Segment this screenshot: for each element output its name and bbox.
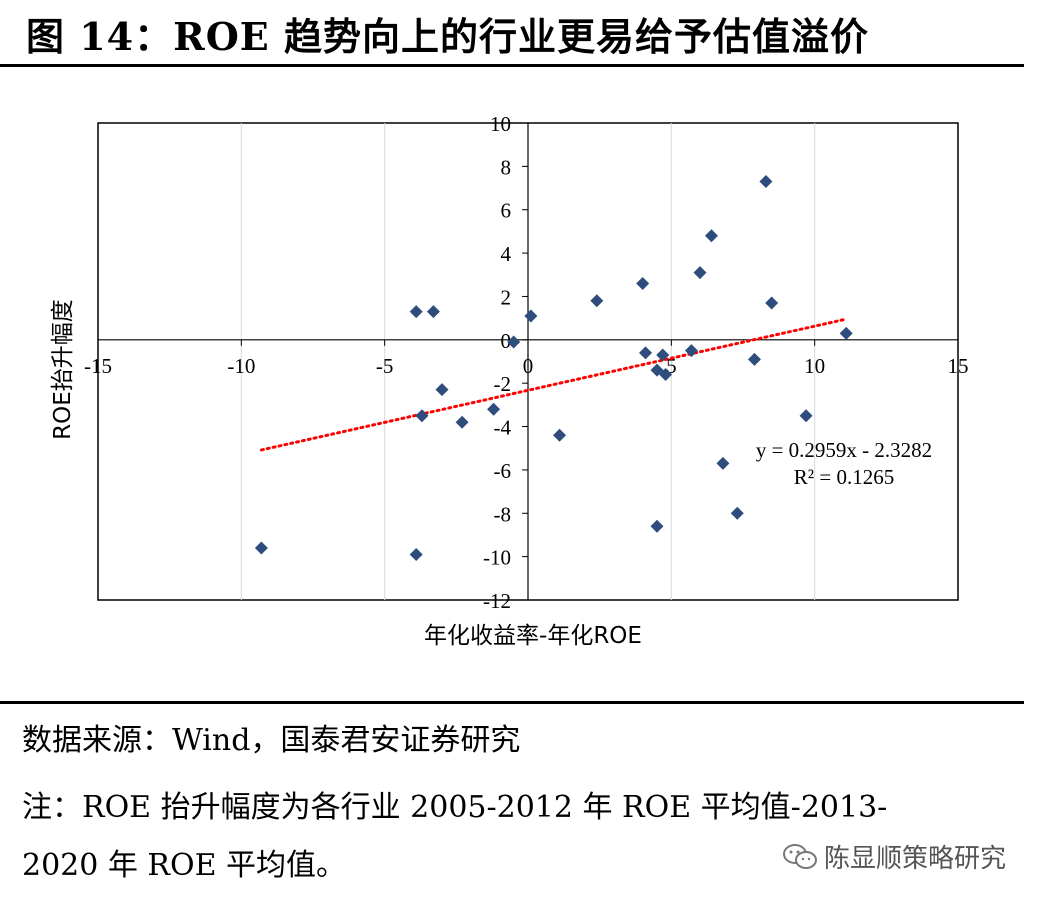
data-point: [799, 409, 813, 423]
data-point: [524, 309, 538, 323]
data-point: [590, 294, 604, 308]
y-tick-label: 2: [501, 285, 512, 309]
wechat-watermark: 陈显顺策略研究: [782, 838, 1006, 875]
data-point: [409, 547, 423, 561]
data-point: [716, 456, 730, 470]
y-tick-label: 10: [490, 112, 511, 136]
data-point: [553, 428, 567, 442]
data-point: [656, 348, 670, 362]
x-tick-label: -5: [376, 354, 394, 378]
scatter-chart: -15 -10 -5 0 5 10 15 -12 -10 -8 -6 -4 -2 0 2 4 6 8 10 y = 0…: [50, 112, 969, 649]
wechat-icon: [783, 843, 817, 869]
footnote-line-2: 2020 年 ROE 平均值。: [22, 848, 347, 883]
bottom-divider: [0, 701, 1024, 704]
watermark-text: 陈显顺策略研究: [824, 844, 1007, 874]
data-point: [455, 415, 469, 429]
x-tick-label: 10: [804, 354, 825, 378]
x-tick-label: 15: [948, 354, 969, 378]
data-point: [409, 305, 423, 319]
y-tick-label: 6: [501, 199, 512, 223]
data-point: [254, 541, 268, 555]
x-tick-label: -10: [227, 354, 255, 378]
data-point: [639, 346, 653, 360]
y-tick-label: -10: [483, 546, 511, 570]
y-tick-label: -12: [483, 589, 511, 613]
source-note: 数据来源：Wind，国泰君安证券研究: [22, 723, 521, 758]
data-point: [747, 352, 761, 366]
y-tick-label: -2: [494, 372, 512, 396]
top-divider: [0, 64, 1024, 67]
y-axis-title: ROE抬升幅度: [50, 299, 76, 440]
footnote-line-1: 注：ROE 抬升幅度为各行业 2005-2012 年 ROE 平均值-2013-: [22, 790, 888, 825]
data-point: [487, 402, 501, 416]
data-point: [636, 276, 650, 290]
x-axis-title: 年化收益率-年化ROE: [424, 623, 642, 649]
data-point: [659, 368, 673, 382]
y-tick-label: -6: [494, 459, 512, 483]
data-point: [730, 506, 744, 520]
data-point: [507, 335, 521, 349]
x-tick-label: 5: [666, 354, 677, 378]
y-tick-label: -8: [494, 502, 512, 526]
data-point: [759, 175, 773, 189]
trendline: [259, 318, 845, 452]
y-tick-label: 8: [501, 155, 512, 179]
y-tick-label: 4: [501, 242, 512, 266]
data-point: [684, 344, 698, 358]
page-title: 图 14：ROE 趋势向上的行业更易给予估值溢价: [26, 14, 869, 59]
y-tick-label: 0: [501, 329, 512, 353]
data-point: [839, 326, 853, 340]
data-point: [650, 519, 664, 533]
data-point: [435, 383, 449, 397]
data-point: [693, 266, 707, 280]
x-tick-label: -15: [84, 354, 112, 378]
y-tick-label: -4: [494, 416, 512, 440]
trendline-equation: y = 0.2959x - 2.3282: [756, 438, 932, 462]
data-point: [704, 229, 718, 243]
x-tick-label: 0: [523, 354, 534, 378]
trendline-r2: R² = 0.1265: [794, 465, 894, 489]
data-point: [415, 409, 429, 423]
data-point: [426, 305, 440, 319]
data-point: [765, 296, 779, 310]
